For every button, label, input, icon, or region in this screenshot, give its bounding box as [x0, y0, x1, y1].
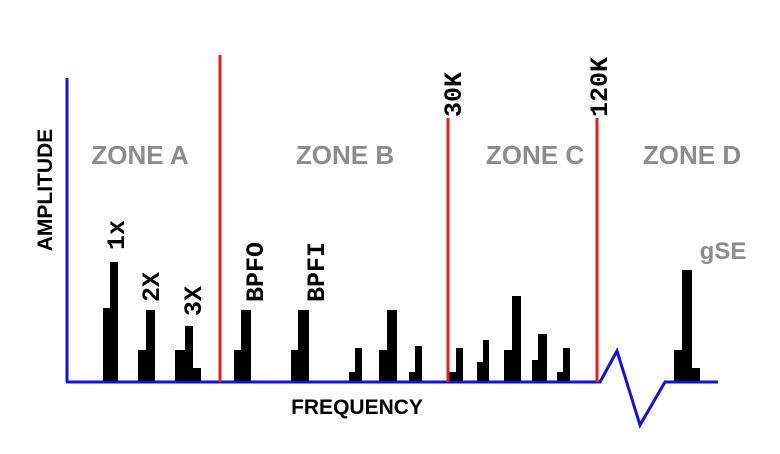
peak-label: 1x	[103, 220, 132, 250]
spectrum-bar	[477, 362, 483, 382]
spectrum-bar	[409, 372, 415, 382]
spectrum-bar	[103, 308, 110, 382]
spectrum-bar	[512, 296, 521, 382]
spectrum-bar	[241, 310, 251, 382]
spectrum-bar	[355, 348, 362, 382]
peak-label: 3X	[180, 286, 209, 316]
spectrum-bar	[379, 350, 387, 382]
spectrum-bars	[103, 262, 700, 382]
peak-label: BPFI	[303, 242, 332, 302]
spectrum-bar	[291, 350, 298, 382]
spectrum-bar	[682, 270, 692, 382]
spectrum-bar	[557, 372, 563, 382]
spectrum-bar	[110, 262, 118, 382]
frequency-axis	[66, 347, 718, 429]
spectrum-bar	[138, 350, 146, 382]
peak-label: BPFO	[242, 242, 271, 302]
peak-label: gSE	[700, 238, 747, 265]
spectrum-bar	[483, 340, 489, 382]
spectrum-bar	[674, 350, 682, 382]
spectrum-bar	[415, 346, 422, 382]
spectrum-bar	[234, 350, 241, 382]
spectrum-bar	[532, 360, 538, 382]
spectrum-bar	[449, 372, 456, 382]
spectrum-bar	[563, 348, 570, 382]
x-axis-label: FREQUENCY	[291, 396, 423, 419]
spectrum-bar	[504, 350, 512, 382]
spectrum-bar	[298, 310, 309, 382]
zone-label: ZONE B	[296, 140, 394, 170]
spectrum-bar	[692, 368, 700, 382]
spectrum-bar	[146, 310, 155, 382]
zone-label: ZONE D	[643, 140, 741, 170]
spectrum-bar	[538, 334, 547, 382]
frequency-marker: 30K	[440, 72, 469, 117]
zone-label: ZONE C	[486, 140, 584, 170]
spectrum-bar	[349, 372, 355, 382]
spectrum-bar	[456, 348, 463, 382]
frequency-marker: 120K	[586, 57, 615, 117]
spectrum-bar	[185, 326, 193, 382]
zone-label: ZONE A	[91, 140, 188, 170]
spectrum-bar	[175, 350, 185, 382]
spectrum-bar	[193, 368, 201, 382]
peak-label: 2X	[138, 272, 167, 302]
y-axis-label: AMPLITUDE	[34, 129, 57, 252]
spectrum-bar	[387, 310, 397, 382]
